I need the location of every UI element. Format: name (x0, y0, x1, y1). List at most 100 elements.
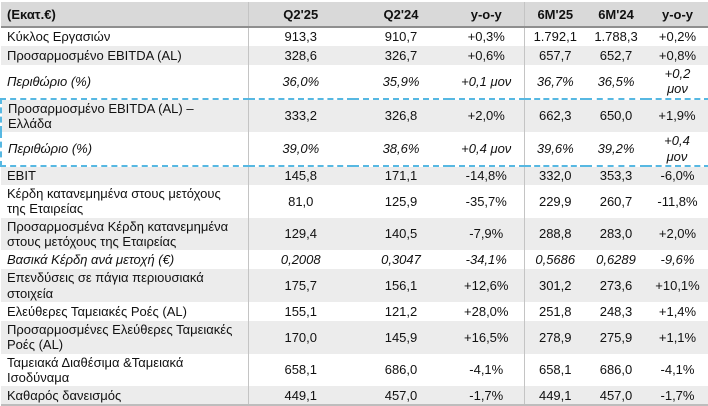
cell-value: 38,6% (353, 132, 449, 167)
cell-value: 229,9 (538, 193, 572, 209)
cell-value: -4,1% (660, 362, 695, 378)
row-label: Περιθώριο (%) (1, 65, 249, 99)
cell-value: -1,7% (646, 386, 708, 406)
unit-header: (Εκατ.€) (1, 2, 249, 28)
cell-value: +1,4% (658, 303, 697, 319)
cell-value: 156,1 (353, 269, 449, 302)
cell-value: -1,7% (449, 386, 525, 406)
cell-value: 658,1 (538, 362, 572, 378)
row-label: Ελεύθερες Ταμειακές Ροές (AL) (1, 301, 249, 321)
table-body: Κύκλος Εργασιών 913,3 910,7 +0,3% 1.792,1 1.7… (0, 27, 708, 406)
cell-value: 457,0 (353, 386, 449, 406)
cell-value: -35,7% (449, 184, 525, 218)
table-row: Βασικά Κέρδη ανά μετοχή (€) 0,2008 0,3047 -… (1, 250, 708, 270)
cell-value: 301,2 (524, 269, 586, 302)
cell-value: -34,1% (449, 250, 525, 270)
cell-value: +0,3% (449, 27, 525, 46)
row-label: Κύκλος Εργασιών (1, 27, 249, 46)
cell-value: +1,1% (646, 320, 708, 354)
row-label: Προσαρμοσμένο EBITDA (AL) – Ελλάδα (0, 97, 249, 133)
cell-value: +10,1% (646, 269, 708, 302)
cell-value: 81,0 (288, 193, 314, 209)
row-label: Βασικά Κέρδη ανά μετοχή (€) (1, 250, 249, 270)
cell-value: +0,1 μον (449, 65, 525, 99)
row-label: Επενδύσεις σε πάγια περιουσιακά στοιχεία (1, 269, 249, 302)
cell-value: 145,8 (248, 165, 353, 185)
cell-value: 326,7 (353, 46, 449, 65)
cell-value: +0,2 μον (664, 66, 691, 97)
cell-value: -9,6% (660, 252, 695, 268)
cell-value: 251,8 (538, 303, 572, 319)
cell-value: 1.788,3 (594, 29, 638, 45)
cell-value: 125,9 (384, 193, 418, 209)
table-row: Προσαρμοσμένο EBITDA (AL) – Ελλάδα 333,2 3… (0, 97, 708, 133)
cell-value: 140,5 (353, 217, 449, 251)
cell-value: 457,0 (586, 386, 646, 406)
cell-value: 650,0 (586, 97, 646, 133)
cell-value: 36,0% (282, 73, 320, 89)
table-row: Κέρδη κατανεμημένα στους μετόχους της Ετ… (1, 184, 708, 218)
table-row: Κύκλος Εργασιών 913,3 910,7 +0,3% 1.792,1 1.7… (1, 27, 708, 46)
cell-value: 121,2 (384, 303, 418, 319)
column-header-yoy-quarter: y-o-y (449, 2, 525, 28)
column-header-6m-25: 6M'25 (524, 2, 586, 28)
table-row: Προσαρμοσμένο EBITDA (AL) 328,6 326,7 +0,6%… (1, 46, 708, 65)
cell-value: 155,1 (284, 303, 318, 319)
cell-value: 658,1 (284, 362, 318, 378)
table-row: Ελεύθερες Ταμειακές Ροές (AL) 155,1 121,2 +… (1, 301, 708, 321)
column-header-6m-24: 6M'24 (586, 2, 646, 28)
cell-value: +0,2% (658, 29, 697, 45)
cell-value: -6,0% (646, 165, 708, 185)
cell-value: 0,3047 (381, 252, 421, 268)
row-label: Περιθώριο (%) (0, 132, 249, 167)
cell-value: 328,6 (248, 46, 353, 65)
cell-value: +2,0% (646, 217, 708, 251)
cell-value: +0,4 μον (449, 132, 525, 167)
cell-value: 145,9 (353, 320, 449, 354)
cell-value: +0,8% (646, 46, 708, 65)
cell-value: 278,9 (524, 320, 586, 354)
cell-value: +0,4 μον (646, 132, 708, 167)
table-row: Προσαρμοσμένα Κέρδη κατανεμημένα στους μ… (1, 217, 708, 251)
cell-value: 0,6289 (596, 252, 636, 268)
cell-value: 910,7 (384, 29, 418, 45)
cell-value: 353,3 (586, 165, 646, 185)
cell-value: -14,8% (449, 165, 525, 185)
cell-value: 686,0 (384, 362, 418, 378)
row-label: Καθαρός δανεισμός (1, 386, 249, 406)
cell-value: 288,8 (524, 217, 586, 251)
column-header-q2-24: Q2'24 (353, 2, 449, 28)
table-row: Προσαρμοσμένες Ελεύθερες Ταμειακές Ροές … (1, 320, 708, 354)
cell-value: 913,3 (284, 29, 318, 45)
row-label: Προσαρμοσμένα Κέρδη κατανεμημένα στους μ… (1, 217, 249, 251)
cell-value: 273,6 (586, 269, 646, 302)
cell-value: 260,7 (599, 193, 633, 209)
cell-value: 171,1 (353, 165, 449, 185)
cell-value: +1,9% (646, 97, 708, 133)
cell-value: 129,4 (248, 217, 353, 251)
cell-value: 248,3 (599, 303, 633, 319)
cell-value: 35,9% (382, 73, 420, 89)
cell-value: +2,0% (449, 97, 525, 133)
cell-value: 0,2008 (280, 252, 321, 268)
cell-value: 333,2 (248, 97, 353, 133)
cell-value: 332,0 (524, 165, 586, 185)
cell-value: -4,1% (449, 353, 525, 387)
cell-value: +0,6% (449, 46, 525, 65)
cell-value: 39,0% (248, 132, 353, 167)
cell-value: -11,8% (657, 193, 698, 209)
cell-value: 686,0 (599, 362, 633, 378)
cell-value: 39,2% (586, 132, 646, 167)
row-label: Προσαρμοσμένο EBITDA (AL) (1, 46, 249, 65)
cell-value: 0,5686 (535, 252, 576, 268)
cell-value: +28,0% (449, 301, 525, 321)
cell-value: +12,6% (449, 269, 525, 302)
table-row: Ταμειακά Διαθέσιμα &Ταμειακά Ισοδύναμα 65… (1, 353, 708, 387)
header-row: (Εκατ.€) Q2'25 Q2'24 y-o-y 6M'25 6M'24 y… (1, 2, 708, 28)
cell-value: 39,6% (524, 132, 586, 167)
row-label: Κέρδη κατανεμημένα στους μετόχους της Ετ… (1, 184, 249, 218)
table-row: Επενδύσεις σε πάγια περιουσιακά στοιχεία… (1, 269, 708, 302)
cell-value: 36,5% (597, 73, 635, 89)
cell-value: 36,7% (536, 73, 574, 89)
